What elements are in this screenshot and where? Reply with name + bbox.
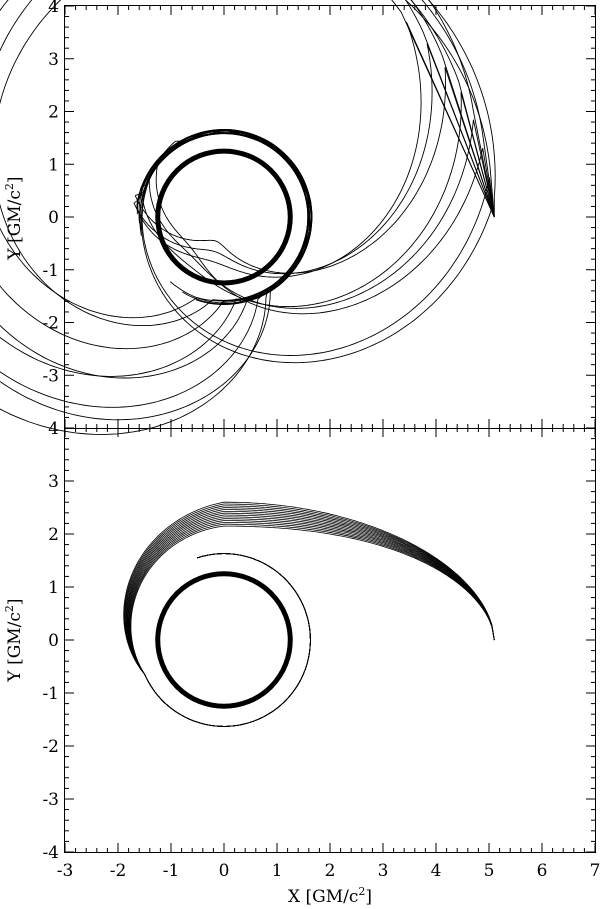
top-plot-frame <box>64 5 596 429</box>
ray-curve <box>0 0 496 319</box>
ray-curve <box>123 501 495 727</box>
x-tick-label: -1 <box>163 861 180 881</box>
ray-curve <box>133 43 495 300</box>
bottom-plot-frame <box>64 428 596 853</box>
bottom-y-axis-label: Y [GM/c2] <box>3 598 25 682</box>
x-tick-label: 3 <box>378 861 389 881</box>
ray-curve <box>0 0 495 435</box>
top-y-tick-labels: -3 -2 -1 0 1 2 3 4 <box>42 0 59 386</box>
x-tick-label: 5 <box>484 861 495 881</box>
ray-curve <box>0 0 495 379</box>
top-circles <box>155 148 293 286</box>
y-tick-label: 0 <box>48 631 59 651</box>
bottom-circles <box>155 571 293 709</box>
x-tick-label: -2 <box>110 861 127 881</box>
x-tick-label: 6 <box>537 861 548 881</box>
y-tick-label: -4 <box>42 843 59 863</box>
x-tick-label: 0 <box>219 861 230 881</box>
y-tick-label: -1 <box>42 261 59 281</box>
ray-curve <box>0 0 495 408</box>
top-ray-curves <box>0 0 496 435</box>
y-tick-label: 4 <box>48 0 59 17</box>
ray-curve <box>123 503 495 727</box>
x-tick-label: -3 <box>57 861 74 881</box>
x-tick-label: 4 <box>431 861 442 881</box>
ray-curve <box>0 0 495 377</box>
y-tick-label: 0 <box>48 208 59 228</box>
y-tick-label: 4 <box>48 419 59 439</box>
ray-curve <box>0 0 495 350</box>
x-tick-label: 1 <box>272 861 283 881</box>
x-tick-label: 7 <box>590 861 600 881</box>
ray-curve <box>140 131 495 364</box>
y-tick-label: -3 <box>42 790 59 810</box>
y-tick-label: 1 <box>48 155 59 175</box>
top-ticks <box>64 5 596 429</box>
x-axis-label: X [GM/c2] <box>288 885 372 907</box>
ray-curve <box>0 0 495 421</box>
y-tick-label: 3 <box>48 50 59 70</box>
ray-curve <box>125 509 495 727</box>
bottom-ray-curves <box>123 501 495 727</box>
top-panel: -3 -2 -1 0 1 2 3 4 Y [GM/c2] <box>0 0 596 435</box>
y-tick-label: 2 <box>48 103 59 123</box>
central-circle <box>155 148 293 286</box>
y-tick-label: -1 <box>42 684 59 704</box>
ray-curve <box>141 130 495 356</box>
y-tick-label: 2 <box>48 525 59 545</box>
ray-curve <box>155 129 495 315</box>
x-tick-label: 2 <box>325 861 336 881</box>
bottom-ticks <box>64 427 596 853</box>
y-tick-label: -3 <box>42 366 59 386</box>
central-circle <box>155 571 293 709</box>
bottom-x-tick-labels: -3 -2 -1 0 1 2 3 4 5 6 7 <box>57 861 600 881</box>
top-y-axis-label: Y [GM/c2] <box>3 176 25 260</box>
y-tick-label: -2 <box>42 737 59 757</box>
y-tick-label: 1 <box>48 578 59 598</box>
y-tick-label: -2 <box>42 314 59 334</box>
bottom-y-tick-labels: -4 -3 -2 -1 0 1 2 3 4 <box>42 419 59 863</box>
y-tick-label: 3 <box>48 472 59 492</box>
